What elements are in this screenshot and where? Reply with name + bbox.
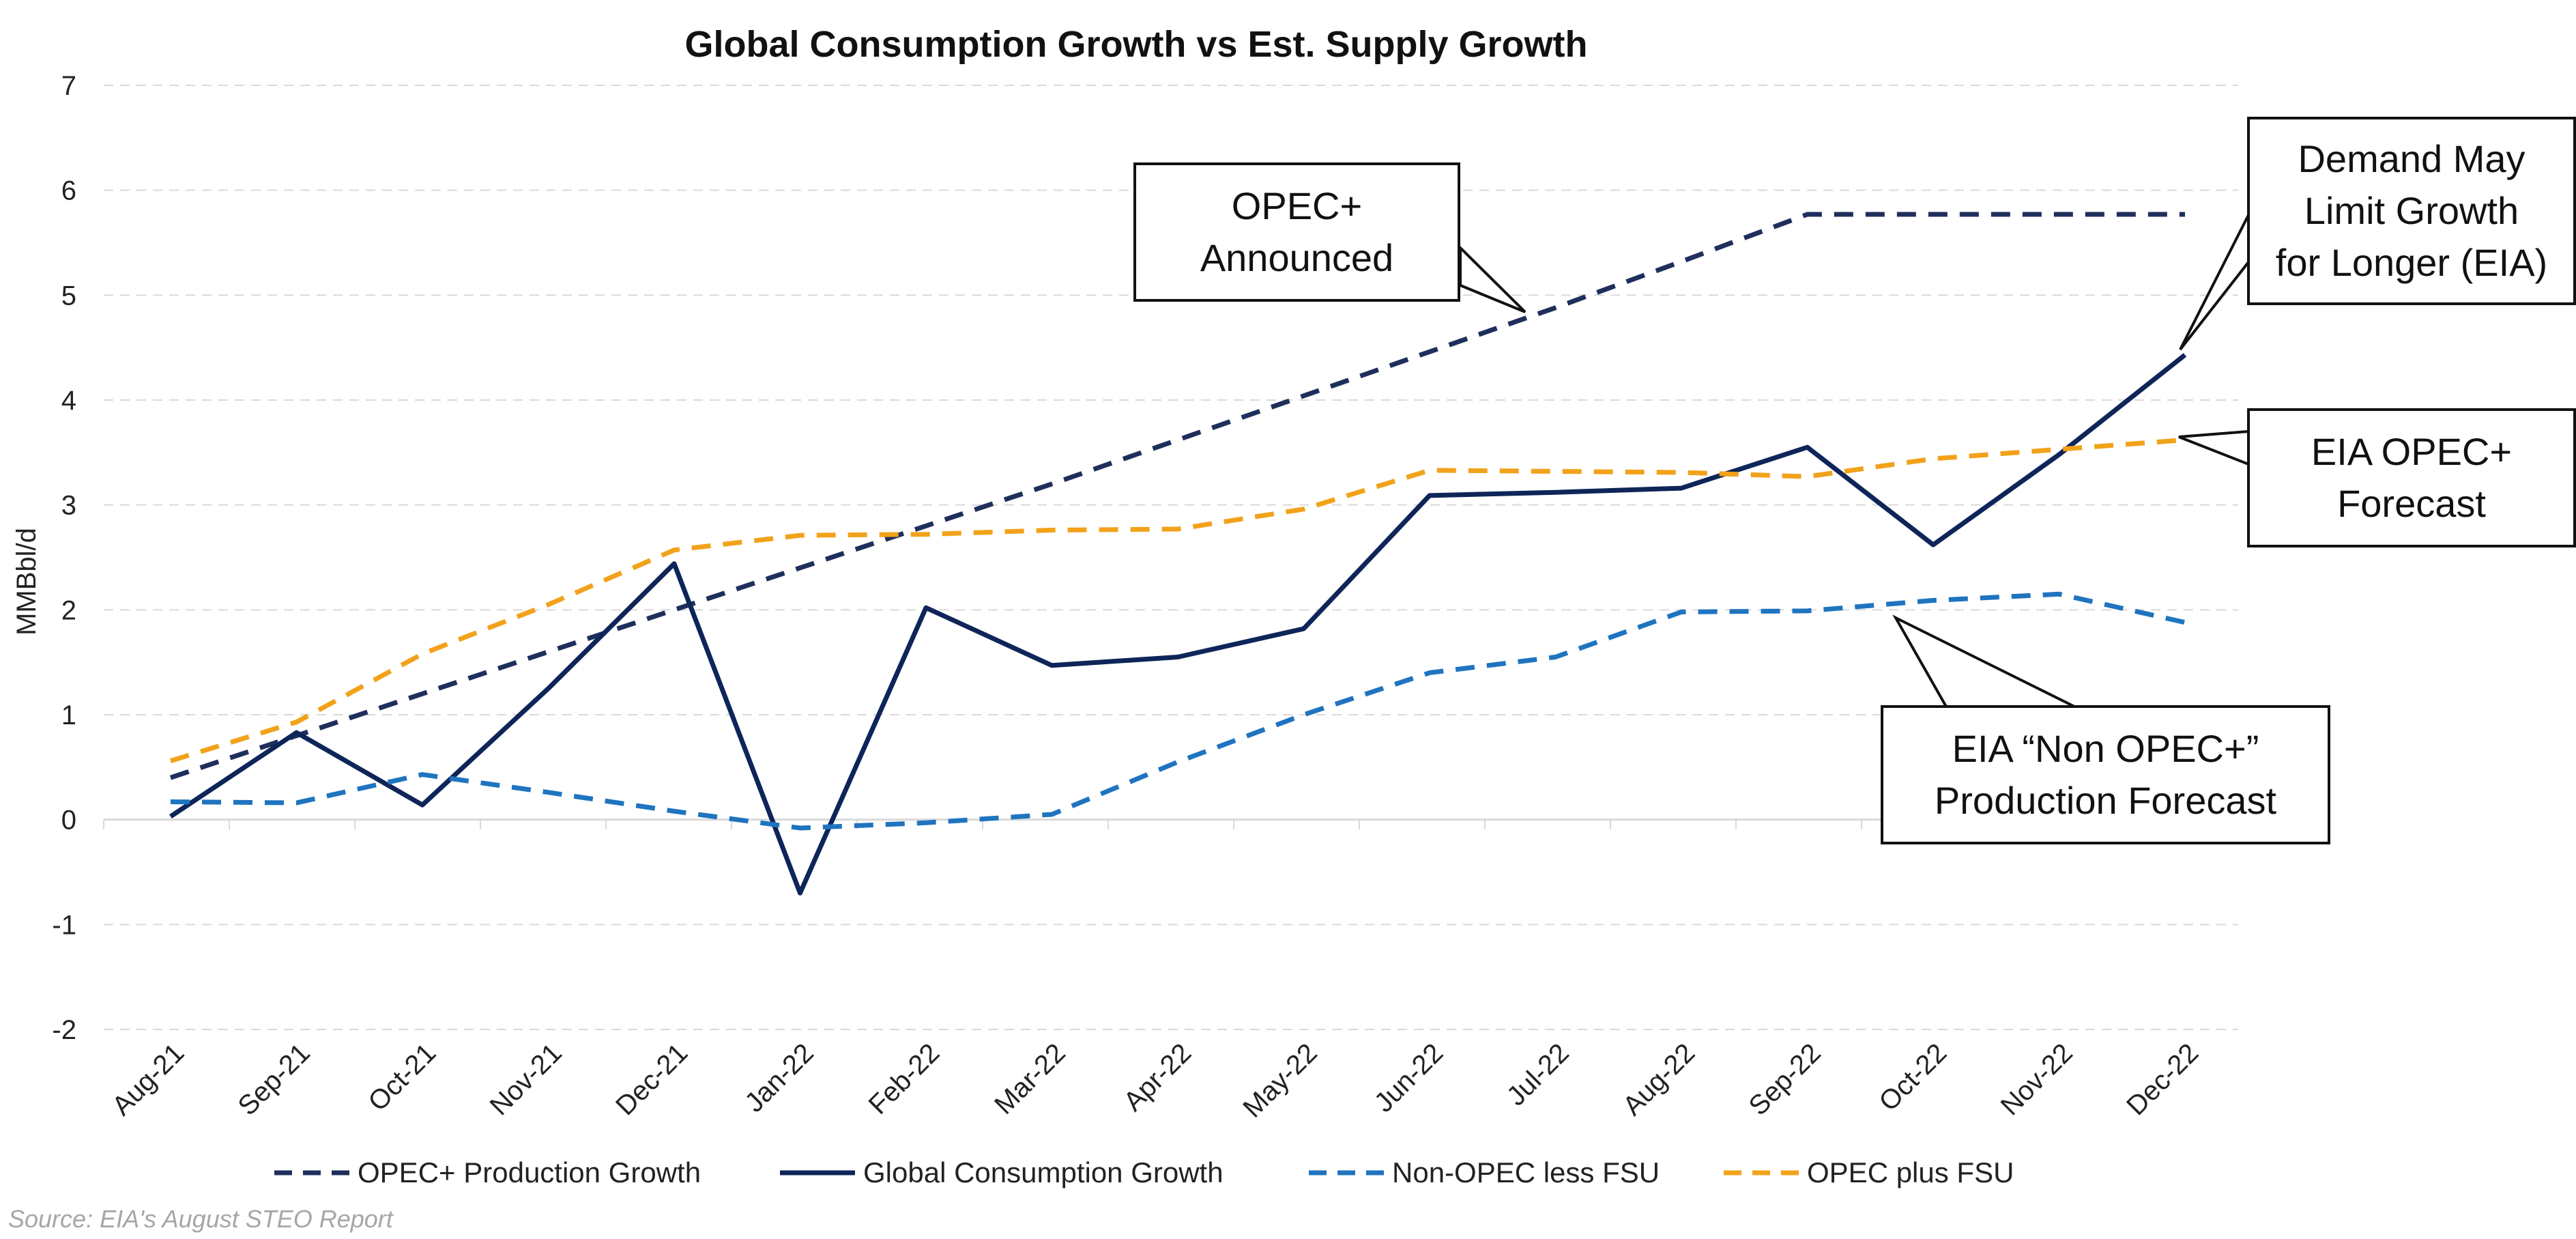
x-tick-label: Nov-21 xyxy=(484,1038,568,1121)
x-tick-label: Sep-22 xyxy=(1743,1038,1827,1121)
x-tick-label: Feb-22 xyxy=(863,1038,946,1120)
x-axis-ticks: Aug-21 Sep-21 Oct-21 Nov-21 Dec-21 Jan-22 Feb-… xyxy=(106,1038,2204,1123)
y-tick-label: 3 xyxy=(61,491,76,521)
x-tick-label: Jul-22 xyxy=(1501,1038,1575,1111)
callout-text: for Longer (EIA) xyxy=(2276,241,2547,284)
series-opec-production-growth xyxy=(169,212,2185,780)
legend-item: Global Consumption Growth xyxy=(780,1156,1224,1188)
series-opec-plus-fsu xyxy=(169,437,2186,763)
callout-text: EIA “Non OPEC+” xyxy=(1952,727,2259,770)
y-axis-label: MMBbl/d xyxy=(12,528,42,636)
legend-item: OPEC plus FSU xyxy=(1724,1156,2014,1188)
y-tick-label: -1 xyxy=(52,910,76,940)
y-tick-label: 6 xyxy=(61,176,76,206)
y-tick-label: 0 xyxy=(61,806,76,836)
chart-title: Global Consumption Growth vs Est. Supply… xyxy=(684,24,1587,65)
callout-box xyxy=(1133,162,1460,302)
x-tick-label: Oct-22 xyxy=(1873,1038,1952,1117)
callout-text: Forecast xyxy=(2337,482,2486,525)
callout-text: Announced xyxy=(1200,236,1393,279)
x-tick-label: Aug-21 xyxy=(106,1038,190,1121)
callout-text: Limit Growth xyxy=(2304,189,2519,232)
legend-item: OPEC+ Production Growth xyxy=(274,1156,701,1188)
callout-text: Production Forecast xyxy=(1935,779,2277,822)
legend-label: Global Consumption Growth xyxy=(863,1156,1224,1188)
callout: EIA “Non OPEC+” Production Forecast xyxy=(1881,614,2330,844)
callout: EIA OPEC+ Forecast xyxy=(2178,408,2576,547)
callout: OPEC+ Announced xyxy=(1133,162,1526,313)
legend-label: OPEC+ Production Growth xyxy=(358,1156,701,1188)
x-tick-label: Jun-22 xyxy=(1369,1038,1449,1118)
x-tick-label: Nov-22 xyxy=(1995,1038,2079,1121)
callout-pointer xyxy=(2178,429,2250,466)
legend-label: OPEC plus FSU xyxy=(1807,1156,2014,1188)
source-note: Source: EIA's August STEO Report xyxy=(8,1205,394,1233)
y-tick-label: 1 xyxy=(61,700,76,730)
annotations: OPEC+ Announced Demand May Limit Growth for … xyxy=(1133,117,2576,844)
callout-pointer xyxy=(2179,214,2250,351)
y-tick-label: 4 xyxy=(61,386,76,416)
x-tick-label: Mar-22 xyxy=(989,1038,1071,1120)
callout-pointer xyxy=(1459,244,1526,313)
series-lines xyxy=(169,212,2187,896)
x-tick-label: Dec-22 xyxy=(2121,1038,2204,1121)
legend-item: Non-OPEC less FSU xyxy=(1309,1156,1660,1188)
callout-text: Demand May xyxy=(2298,137,2525,180)
callout-text: OPEC+ xyxy=(1232,184,1362,227)
x-tick-label: Sep-21 xyxy=(233,1038,316,1121)
y-tick-label: 7 xyxy=(61,71,76,101)
x-tick-label: Jan-22 xyxy=(739,1038,820,1118)
callout-box xyxy=(2247,408,2576,547)
y-tick-label: -2 xyxy=(52,1015,76,1045)
series-global-consumption-growth xyxy=(169,353,2187,896)
x-tick-label: Apr-22 xyxy=(1118,1038,1197,1117)
x-tick-label: Oct-21 xyxy=(362,1038,442,1117)
callout: Demand May Limit Growth for Longer (EIA) xyxy=(2179,117,2576,351)
legend: OPEC+ Production Growth Global Consumptio… xyxy=(274,1156,2014,1188)
legend-label: Non-OPEC less FSU xyxy=(1392,1156,1660,1188)
y-tick-label: 2 xyxy=(61,595,76,625)
y-axis-ticks: -2 -1 0 1 2 3 4 5 6 7 xyxy=(52,71,76,1045)
y-tick-label: 5 xyxy=(61,281,76,311)
x-tick-label: May-22 xyxy=(1237,1038,1322,1123)
callout-pointer xyxy=(1892,614,2075,708)
callout-box xyxy=(1881,705,2330,844)
callout-text: EIA OPEC+ xyxy=(2311,430,2512,473)
x-tick-label: Aug-22 xyxy=(1617,1038,1701,1121)
x-tick-label: Dec-21 xyxy=(610,1038,693,1121)
